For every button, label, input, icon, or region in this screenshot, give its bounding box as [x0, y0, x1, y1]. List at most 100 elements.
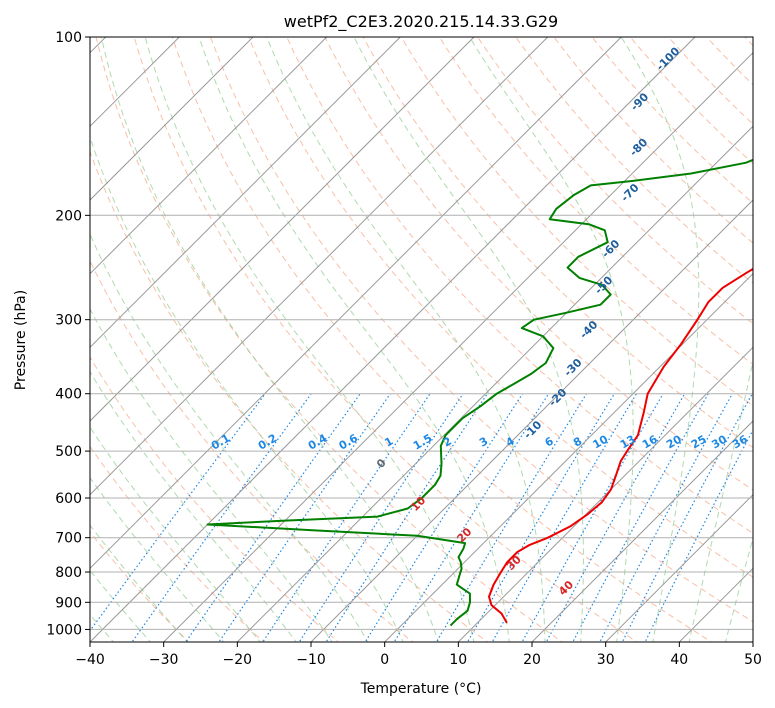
- mixing-ratio-label: 25: [689, 433, 709, 452]
- y-tick-label: 1000: [46, 622, 82, 638]
- y-tick-label: 200: [55, 208, 82, 224]
- dry-adiabat-line: [591, 37, 753, 204]
- mixing-ratio-label: 30: [709, 432, 729, 451]
- mixing-ratio-line: [491, 393, 638, 642]
- dry-adiabat-label: -60: [599, 237, 622, 260]
- x-tick-label: 10: [449, 652, 467, 668]
- dry-adiabat-line: [770, 24, 775, 645]
- isotherm-line: [384, 272, 753, 642]
- isotherm-line: [752, 641, 753, 642]
- x-axis-ticks: −40 −30 −20 −10 0 10 20 30 40 50: [75, 642, 762, 668]
- y-axis-label: Pressure (hPa): [13, 290, 29, 390]
- mixing-ratio-line: [364, 393, 524, 642]
- mixing-ratio-label: 16: [640, 432, 660, 451]
- isotherm-line: [90, 37, 254, 201]
- mixing-ratio-line: [599, 393, 733, 642]
- moist-adiabat-line: [198, 37, 510, 642]
- dry-adiabat-line: [438, 37, 753, 366]
- dry-adiabat-label: -80: [627, 135, 650, 158]
- mixing-ratio-label: 10: [590, 432, 610, 451]
- moist-adiabat-line: [469, 37, 634, 642]
- moist-adiabat-label: 30: [504, 553, 524, 573]
- mixing-ratio-label: 20: [664, 432, 684, 451]
- background-lines: [90, 24, 775, 645]
- mixing-ratio-line: [218, 393, 391, 642]
- mixing-ratio-line: [90, 393, 266, 632]
- y-tick-label: 600: [55, 491, 82, 507]
- mixing-ratio-line: [521, 393, 664, 642]
- x-tick-label: 0: [380, 652, 389, 668]
- x-tick-label: 30: [597, 652, 615, 668]
- moist-adiabat-line: [90, 426, 261, 642]
- moist-adiabat-line: [688, 358, 753, 642]
- temperature-profile-line: [488, 267, 753, 624]
- dry-adiabat-line: [744, 37, 753, 47]
- y-tick-label: 300: [55, 313, 82, 329]
- profile-series: [206, 158, 753, 627]
- moist-adiabat-label: 10: [408, 494, 428, 514]
- moist-adiabat-line: [620, 37, 700, 642]
- isotherm-line: [310, 199, 753, 642]
- isotherm-line: [163, 51, 753, 642]
- y-tick-label: 700: [55, 531, 82, 547]
- isotherm-line: [531, 420, 753, 642]
- dry-adiabat-line: [362, 37, 753, 449]
- y-tick-label: 100: [55, 30, 82, 46]
- y-tick-label: 500: [55, 444, 82, 460]
- mixing-ratio-label: 6: [543, 434, 556, 449]
- dewpoint-profile-line: [206, 158, 753, 627]
- y-axis-ticks: 100 200 300 400 500 600 700 800 900 1000: [46, 30, 90, 638]
- dry-adiabat-label: -40: [577, 318, 600, 341]
- x-tick-label: −10: [296, 652, 326, 668]
- x-axis-label: Temperature (°C): [360, 681, 482, 697]
- dry-adiabat-line: [667, 37, 753, 125]
- dry-adiabat-line: [705, 37, 753, 86]
- x-tick-label: −30: [149, 652, 179, 668]
- moist-adiabat-line: [90, 232, 369, 642]
- x-tick-label: 50: [744, 652, 762, 668]
- dry-adiabat-line: [133, 37, 638, 642]
- isotherm-line: [90, 37, 475, 422]
- mixing-ratio-line: [435, 393, 588, 642]
- dry-adiabat-label: -20: [546, 386, 569, 409]
- x-tick-label: −40: [75, 652, 105, 668]
- mixing-ratio-line: [185, 393, 361, 642]
- dry-adiabat-label: -90: [628, 90, 651, 113]
- mixing-ratio-line: [572, 393, 709, 642]
- isotherm-line: [678, 567, 753, 642]
- moist-adiabat-label: 40: [556, 578, 576, 598]
- chart-title: wetPf2_C2E3.2020.215.14.33.G29: [284, 12, 558, 32]
- grid-lines: [90, 37, 753, 642]
- x-tick-label: −20: [223, 652, 253, 668]
- moist-adiabat-line: [725, 536, 753, 642]
- moist-adiabat-line: [90, 370, 297, 642]
- isotherm-line: [605, 493, 753, 642]
- moist-adiabat-label: 0: [374, 456, 389, 471]
- moist-adiabat-line: [761, 37, 775, 644]
- dry-adiabat-line: [248, 37, 753, 578]
- mixing-ratio-label: 2: [441, 435, 454, 450]
- dry-adiabat-line: [90, 445, 265, 642]
- isotherm-line: [90, 37, 328, 275]
- mixing-ratio-line: [298, 393, 464, 642]
- plot-frame: [89, 36, 754, 643]
- moist-adiabat-line: [90, 476, 225, 642]
- y-tick-label: 400: [55, 387, 82, 403]
- dry-adiabat-line: [90, 356, 340, 642]
- dry-adiabat-label: -30: [561, 356, 584, 379]
- isotherm-line: [90, 37, 401, 349]
- dry-adiabat-line: [90, 150, 489, 642]
- mixing-ratio-line: [466, 393, 615, 642]
- dry-adiabat-line: [515, 37, 753, 284]
- moist-adiabat-line: [100, 37, 440, 642]
- mixing-ratio-label: 0.4: [306, 431, 330, 452]
- y-tick-label: 900: [55, 595, 82, 611]
- isotherm-line: [90, 37, 549, 496]
- moist-adiabat-line: [90, 308, 333, 642]
- isotherm-line: [457, 346, 753, 642]
- moist-adiabat-line: [353, 37, 584, 642]
- x-tick-label: 20: [523, 652, 541, 668]
- dry-adiabat-label: -70: [618, 181, 641, 204]
- y-tick-label: 800: [55, 565, 82, 581]
